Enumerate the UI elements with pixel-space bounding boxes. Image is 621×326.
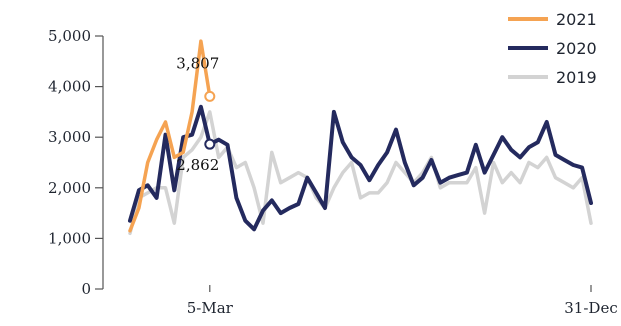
- legend-label-2021: 2021: [556, 10, 597, 29]
- legend: 2021 2020 2019: [508, 10, 597, 87]
- annotation-label-2020: 2,862: [176, 156, 219, 174]
- y-tick-label: 5,000: [48, 27, 91, 45]
- annotation-marker-2020: [204, 138, 216, 150]
- y-axis: 0 1,000 2,000 3,000 4,000 5,000: [48, 27, 104, 298]
- y-tick-label: 3,000: [48, 128, 91, 146]
- series-line-2021: [128, 39, 212, 233]
- x-tick-label: 5-Mar: [187, 299, 234, 317]
- series-line-2020: [128, 104, 593, 232]
- annotation-label-2021: 3,807: [176, 54, 219, 72]
- annotation-layer: 3,807 2,862: [176, 54, 219, 174]
- series-layer: [128, 39, 593, 236]
- y-tick-label: 2,000: [48, 179, 91, 197]
- y-tick-label: 4,000: [48, 78, 91, 96]
- series-line-2019: [128, 110, 593, 236]
- annotation-marker-2021: [204, 90, 216, 102]
- legend-label-2019: 2019: [556, 68, 597, 87]
- legend-label-2020: 2020: [556, 39, 597, 58]
- x-axis: 5-Mar 31-Dec: [187, 285, 618, 317]
- y-tick-label: 1,000: [48, 229, 91, 247]
- y-tick-label: 0: [81, 280, 91, 298]
- x-tick-label: 31-Dec: [564, 299, 617, 317]
